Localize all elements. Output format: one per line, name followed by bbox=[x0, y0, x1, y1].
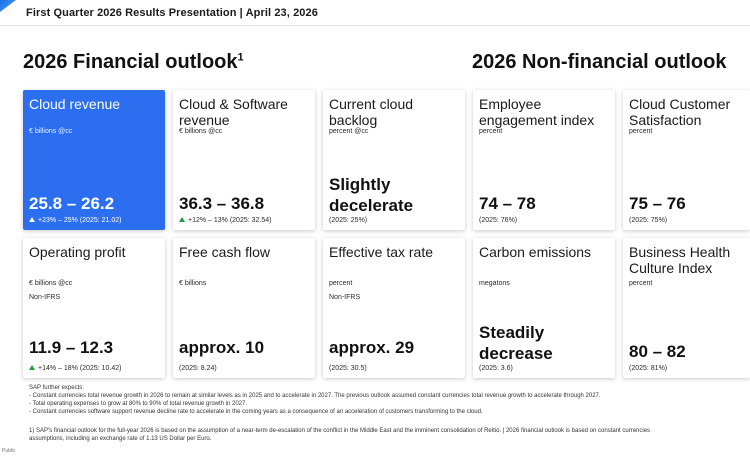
card-note: (2025: 75%) bbox=[629, 217, 668, 224]
card-value: Steadily decrease bbox=[479, 323, 553, 363]
card-free-cash-flow: Free cash flow € billions approx. 10 (20… bbox=[173, 238, 315, 378]
classification-label: Public bbox=[2, 448, 16, 454]
up-arrow-icon bbox=[29, 365, 35, 370]
card-operating-profit: Operating profit € billions @cc Non-IFRS… bbox=[23, 238, 165, 378]
card-title: Carbon emissions bbox=[479, 244, 592, 260]
card-subtitle: Non-IFRS bbox=[329, 294, 361, 301]
card-business-health-culture: Business Health Culture Index percent 80… bbox=[623, 238, 750, 378]
card-unit: € billions bbox=[179, 280, 207, 287]
footnote-line: assumptions, including an exchange rate … bbox=[29, 436, 212, 442]
financial-outlook-heading: 2026 Financial outlook1 bbox=[23, 51, 244, 73]
card-employee-engagement: Employee engagement index percent 74 – 7… bbox=[473, 90, 615, 230]
top-bar: First Quarter 2026 Results Presentation … bbox=[0, 0, 750, 26]
card-value: approx. 10 bbox=[179, 338, 265, 357]
further-expects-item: - Constant currencies total revenue grow… bbox=[29, 393, 601, 399]
card-effective-tax-rate: Effective tax rate percent Non-IFRS appr… bbox=[323, 238, 465, 378]
card-value: 25.8 – 26.2 bbox=[29, 194, 115, 213]
card-value: approx. 29 bbox=[329, 338, 415, 357]
card-note: (2025: 8.24) bbox=[179, 365, 217, 372]
card-title: Employee engagement index bbox=[479, 96, 595, 128]
footnote-line: 1) SAP's financial outlook for the full-… bbox=[29, 428, 651, 434]
card-note: (2025: 81%) bbox=[629, 365, 668, 372]
up-arrow-icon bbox=[29, 217, 35, 222]
card-unit: percent bbox=[629, 128, 653, 135]
card-note: +12% – 13% (2025: 32.54) bbox=[179, 217, 271, 224]
card-note: (2025: 30.5) bbox=[329, 365, 367, 372]
card-value: 36.3 – 36.8 bbox=[179, 194, 265, 213]
sap-logo-icon bbox=[0, 0, 16, 12]
further-expects-item: - Total operating expenses to grow at 80… bbox=[29, 401, 248, 407]
card-title: Cloud Customer Satisfaction bbox=[629, 96, 731, 128]
further-expects-block: SAP further expects: - Constant currenci… bbox=[29, 384, 601, 416]
card-unit: percent bbox=[329, 280, 353, 287]
card-value: Slightly decelerate bbox=[329, 175, 414, 215]
card-title: Effective tax rate bbox=[329, 244, 434, 260]
card-subtitle: Non-IFRS bbox=[29, 294, 61, 301]
card-cloud-customer-satisfaction: Cloud Customer Satisfaction percent 75 –… bbox=[623, 90, 750, 230]
card-value: 11.9 – 12.3 bbox=[29, 338, 114, 357]
card-value: 75 – 76 bbox=[629, 194, 686, 213]
card-title: Free cash flow bbox=[179, 244, 271, 260]
footnote-marker: 1 bbox=[237, 51, 244, 64]
card-title: Cloud revenue bbox=[29, 96, 121, 112]
footnote-block: 1) SAP's financial outlook for the full-… bbox=[29, 427, 650, 443]
card-note: (2025: 25%) bbox=[329, 217, 368, 224]
card-unit: percent bbox=[629, 280, 653, 287]
presentation-title: First Quarter 2026 Results Presentation … bbox=[26, 7, 318, 19]
card-unit: € billions @cc bbox=[29, 280, 73, 287]
nonfinancial-outlook-heading: 2026 Non-financial outlook bbox=[472, 51, 727, 73]
card-note: (2025: 76%) bbox=[479, 217, 518, 224]
card-note: +14% – 18% (2025: 10.42) bbox=[29, 365, 121, 372]
card-unit: percent @cc bbox=[329, 128, 369, 135]
card-carbon-emissions: Carbon emissions megatons Steadily decre… bbox=[473, 238, 615, 378]
card-title: Current cloud backlog bbox=[329, 96, 414, 128]
card-title: Cloud & Software revenue bbox=[179, 96, 288, 128]
card-cloud-revenue: Cloud revenue € billions @cc 25.8 – 26.2… bbox=[23, 90, 165, 230]
card-note: (2025: 3.6) bbox=[479, 365, 513, 372]
card-title: Operating profit bbox=[29, 244, 126, 260]
further-expects-item: - Constant currencies software support r… bbox=[29, 409, 483, 415]
card-title: Business Health Culture Index bbox=[629, 244, 731, 276]
card-unit: € billions @cc bbox=[29, 128, 73, 135]
card-unit: megatons bbox=[479, 280, 510, 287]
card-unit: percent bbox=[479, 128, 503, 135]
card-current-cloud-backlog: Current cloud backlog percent @cc Slight… bbox=[323, 90, 465, 230]
card-note: +23% – 25% (2025: 21.02) bbox=[29, 217, 121, 224]
card-cloud-software-revenue: Cloud & Software revenue € billions @cc … bbox=[173, 90, 315, 230]
further-expects-title: SAP further expects: bbox=[29, 385, 84, 391]
up-arrow-icon bbox=[179, 217, 185, 222]
card-value: 74 – 78 bbox=[479, 194, 536, 213]
card-value: 80 – 82 bbox=[629, 342, 686, 361]
card-unit: € billions @cc bbox=[179, 128, 223, 135]
